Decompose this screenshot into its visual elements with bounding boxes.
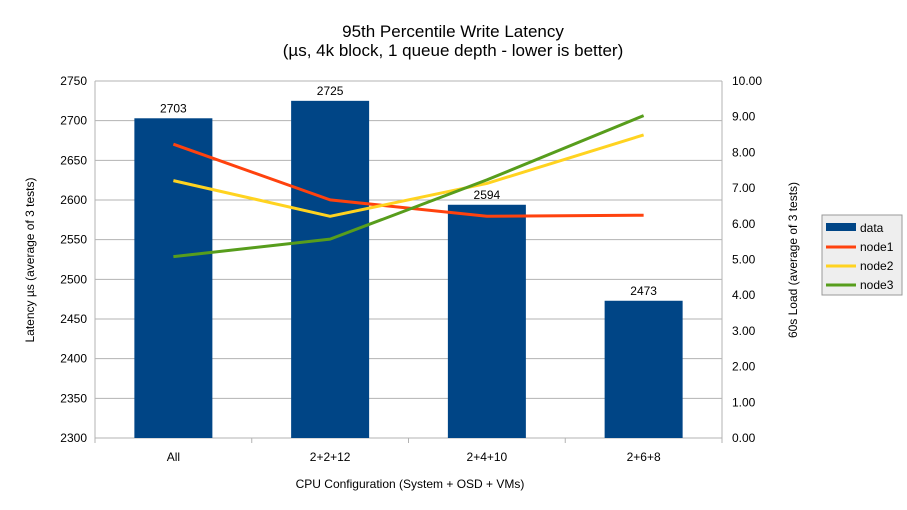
bar	[447, 204, 526, 438]
x-tick-label: 2+6+8	[627, 450, 661, 464]
y-tick-label: 2450	[60, 312, 87, 326]
y2-tick-label: 4.00	[732, 288, 756, 302]
y2-tick-label: 9.00	[732, 110, 756, 124]
y2-tick-label: 0.00	[732, 431, 756, 445]
bar-data-label: 2473	[630, 284, 657, 298]
bar	[291, 100, 370, 438]
bar-data-label: 2725	[317, 84, 344, 98]
bar	[134, 118, 213, 438]
bar	[604, 300, 683, 438]
y2-tick-label: 5.00	[732, 253, 756, 267]
line-series-node3	[173, 114, 645, 259]
legend-swatch-data	[826, 223, 856, 231]
x-axis-label: CPU Configuration (System + OSD + VMs)	[296, 477, 525, 491]
y2-tick-label: 6.00	[732, 217, 756, 231]
bar-data-label: 2594	[474, 188, 501, 202]
y-tick-label: 2550	[60, 233, 87, 247]
y2-tick-label: 8.00	[732, 145, 756, 159]
legend-label-node2: node2	[860, 259, 894, 273]
y-tick-label: 2600	[60, 193, 87, 207]
y2-tick-label: 3.00	[732, 324, 756, 338]
chart-title: 95th Percentile Write Latency	[342, 22, 564, 41]
y2-tick-label: 2.00	[732, 360, 756, 374]
legend-box	[821, 214, 903, 296]
legend-label-data: data	[860, 221, 884, 235]
legend-label-node1: node1	[860, 240, 894, 254]
x-tick-label: 2+4+10	[467, 450, 508, 464]
y-tick-label: 2500	[60, 272, 87, 286]
legend: data node1 node2 node3	[821, 214, 903, 296]
line-series-node1	[172, 142, 644, 218]
line-series-node2	[173, 133, 645, 218]
y-tick-label: 2700	[60, 114, 87, 128]
y2-tick-label: 1.00	[732, 395, 756, 409]
y-tick-label: 2650	[60, 153, 87, 167]
y-tick-label: 2400	[60, 352, 87, 366]
bar-data-label: 2703	[160, 101, 187, 115]
x-tick-label: All	[167, 450, 180, 464]
y-axis-label: Latency µs (average of 3 tests)	[23, 178, 37, 343]
x-tick-label: 2+2+12	[310, 450, 351, 464]
y-tick-label: 2300	[60, 431, 87, 445]
y2-axis-label: 60s Load (average of 3 tests)	[786, 182, 800, 338]
chart-subtitle: (µs, 4k block, 1 queue depth - lower is …	[283, 41, 624, 60]
y2-tick-label: 7.00	[732, 181, 756, 195]
legend-label-node3: node3	[860, 278, 894, 292]
y2-tick-label: 10.00	[732, 74, 762, 88]
y-tick-label: 2350	[60, 391, 87, 405]
y-tick-label: 2750	[60, 74, 87, 88]
